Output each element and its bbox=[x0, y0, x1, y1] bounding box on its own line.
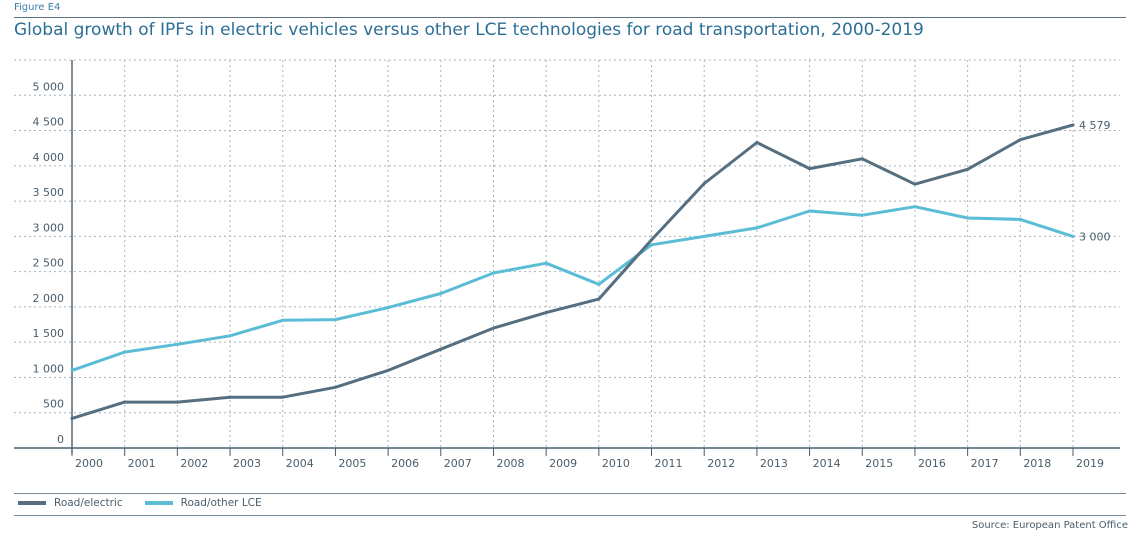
x-tick-label: 2012 bbox=[707, 457, 735, 470]
y-tick-label: 4 000 bbox=[33, 151, 65, 164]
source-note: Source: European Patent Office bbox=[971, 520, 1128, 531]
legend-item-road-electric: Road/electric bbox=[18, 497, 123, 509]
data-point-road-other-lce bbox=[333, 318, 337, 322]
legend: Road/electric Road/other LCE bbox=[18, 497, 262, 509]
data-point-road-electric bbox=[913, 182, 917, 186]
end-label-road-other-lce: 3 000 bbox=[1079, 230, 1111, 243]
x-tick-label: 2001 bbox=[128, 457, 156, 470]
x-tick-label: 2019 bbox=[1076, 457, 1104, 470]
x-tick-label: 2015 bbox=[865, 457, 893, 470]
x-tick-label: 2016 bbox=[918, 457, 946, 470]
data-point-road-other-lce bbox=[755, 226, 759, 230]
data-point-road-electric bbox=[70, 416, 74, 420]
x-tick-label: 2011 bbox=[655, 457, 683, 470]
x-tick-label: 2014 bbox=[813, 457, 841, 470]
data-point-road-other-lce bbox=[1018, 217, 1022, 221]
data-point-road-other-lce bbox=[281, 318, 285, 322]
y-tick-label: 3 000 bbox=[33, 221, 65, 234]
series-line-road-other-lce bbox=[70, 205, 1075, 372]
data-point-road-other-lce bbox=[70, 368, 74, 372]
x-tick-label: 2002 bbox=[180, 457, 208, 470]
data-point-road-electric bbox=[1071, 123, 1075, 127]
x-tick-label: 2008 bbox=[496, 457, 524, 470]
legend-label-road-electric: Road/electric bbox=[54, 497, 123, 509]
end-label-road-electric: 4 579 bbox=[1079, 119, 1111, 132]
series-line-road-electric bbox=[70, 123, 1075, 420]
data-point-road-electric bbox=[755, 141, 759, 145]
legend-swatch-road-electric bbox=[18, 501, 46, 505]
chart-title: Global growth of IPFs in electric vehicl… bbox=[14, 20, 924, 40]
data-point-road-other-lce bbox=[228, 334, 232, 338]
data-point-road-other-lce bbox=[123, 350, 127, 354]
data-point-road-other-lce bbox=[1071, 234, 1075, 238]
x-tick-label: 2000 bbox=[75, 457, 103, 470]
legend-swatch-road-other-lce bbox=[144, 501, 173, 505]
x-tick-label: 2009 bbox=[549, 457, 577, 470]
data-point-road-electric bbox=[439, 347, 443, 351]
data-point-road-electric bbox=[597, 297, 601, 301]
x-tick-label: 2003 bbox=[233, 457, 261, 470]
legend-label-road-other-lce: Road/other LCE bbox=[180, 497, 262, 509]
data-point-road-other-lce bbox=[702, 234, 706, 238]
y-tick-label: 5 000 bbox=[33, 80, 65, 93]
y-tick-label: 4 500 bbox=[33, 116, 65, 129]
data-point-road-electric bbox=[175, 400, 179, 404]
x-tick-label: 2018 bbox=[1023, 457, 1051, 470]
data-point-road-other-lce bbox=[860, 213, 864, 217]
legend-item-road-other-lce: Road/other LCE bbox=[144, 497, 262, 509]
y-tick-label: 0 bbox=[57, 433, 64, 446]
data-point-road-electric bbox=[966, 167, 970, 171]
data-point-road-other-lce bbox=[597, 282, 601, 286]
data-point-road-electric bbox=[1018, 138, 1022, 142]
data-point-road-other-lce bbox=[439, 292, 443, 296]
data-point-road-electric bbox=[333, 385, 337, 389]
y-tick-label: 1 000 bbox=[33, 362, 65, 375]
top-rule bbox=[14, 17, 1126, 18]
y-tick-label: 500 bbox=[43, 398, 64, 411]
y-tick-label: 2 000 bbox=[33, 292, 65, 305]
legend-top-rule bbox=[14, 493, 1126, 494]
data-point-road-electric bbox=[228, 395, 232, 399]
legend-bottom-rule bbox=[14, 515, 1126, 516]
data-point-road-other-lce bbox=[808, 209, 812, 213]
data-point-road-electric bbox=[386, 368, 390, 372]
data-point-road-electric bbox=[650, 238, 654, 242]
x-tick-label: 2005 bbox=[338, 457, 366, 470]
x-tick-label: 2010 bbox=[602, 457, 630, 470]
x-tick-label: 2004 bbox=[286, 457, 314, 470]
data-point-road-electric bbox=[123, 400, 127, 404]
x-tick-label: 2007 bbox=[444, 457, 472, 470]
data-point-road-electric bbox=[808, 167, 812, 171]
data-point-road-other-lce bbox=[175, 342, 179, 346]
data-point-road-other-lce bbox=[491, 271, 495, 275]
y-tick-label: 1 500 bbox=[33, 327, 65, 340]
data-point-road-electric bbox=[491, 326, 495, 330]
x-tick-label: 2017 bbox=[971, 457, 999, 470]
data-point-road-electric bbox=[702, 181, 706, 185]
x-tick-label: 2013 bbox=[760, 457, 788, 470]
data-point-road-other-lce bbox=[650, 243, 654, 247]
y-tick-label: 3 500 bbox=[33, 186, 65, 199]
data-point-road-other-lce bbox=[386, 306, 390, 310]
data-point-road-other-lce bbox=[966, 216, 970, 220]
x-tick-label: 2006 bbox=[391, 457, 419, 470]
figure-label: Figure E4 bbox=[14, 2, 61, 13]
data-point-road-electric bbox=[544, 311, 548, 315]
data-point-road-other-lce bbox=[544, 261, 548, 265]
data-point-road-other-lce bbox=[913, 205, 917, 209]
data-point-road-electric bbox=[860, 157, 864, 161]
data-point-road-electric bbox=[281, 395, 285, 399]
y-tick-label: 2 500 bbox=[33, 257, 65, 270]
